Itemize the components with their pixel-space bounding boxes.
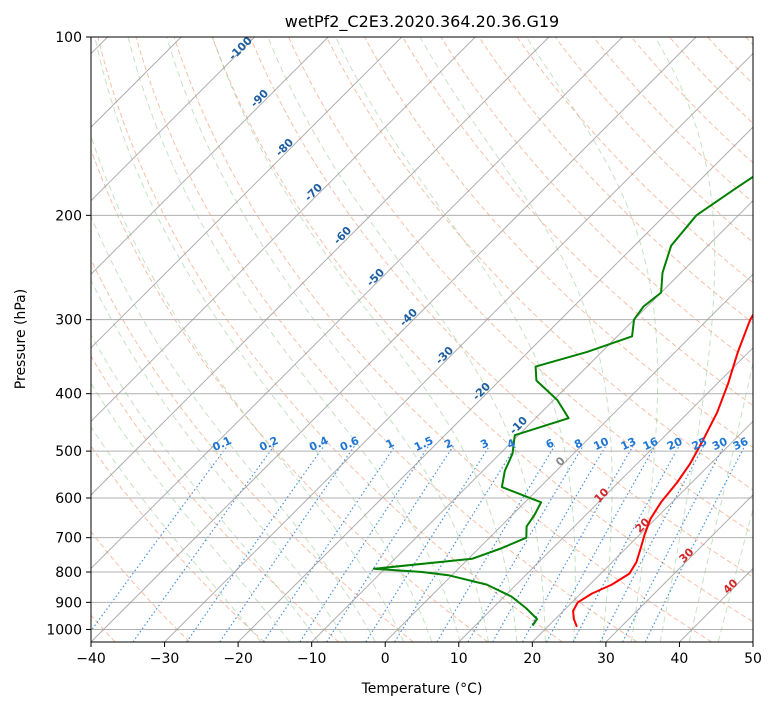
temperature-profile bbox=[572, 313, 753, 628]
moist-adiabat bbox=[212, 37, 518, 642]
moist-adiabat bbox=[91, 382, 291, 642]
dewpoint-profile bbox=[372, 175, 753, 627]
y-tick-label: 600 bbox=[55, 491, 82, 507]
dry-adiabat bbox=[97, 37, 563, 642]
x-axis: −40 −30 −20 −10 0 10 20 30 40 50 bbox=[76, 642, 762, 667]
dry-adiabat bbox=[592, 37, 753, 204]
mixing-ratio-line bbox=[262, 445, 396, 642]
moist-adiabat bbox=[166, 37, 489, 642]
x-tick-label: −40 bbox=[76, 651, 106, 667]
mixing-ratio-line bbox=[219, 445, 356, 642]
y-tick-label: 500 bbox=[55, 444, 82, 460]
y-tick-label: 900 bbox=[55, 595, 82, 611]
isotherm-line bbox=[91, 37, 256, 202]
dry-adiabat bbox=[91, 148, 489, 642]
isotherm-line bbox=[91, 37, 403, 349]
plot-frame bbox=[90, 36, 754, 643]
dry-adiabat bbox=[91, 530, 191, 642]
y-tick-label: 400 bbox=[55, 387, 82, 403]
x-axis-label: Temperature (°C) bbox=[361, 681, 483, 697]
mixing-ratio-label: 30 bbox=[710, 435, 730, 453]
mixing-ratio-line bbox=[299, 445, 430, 642]
dry-adiabat bbox=[478, 37, 753, 324]
isotherm-line bbox=[91, 37, 476, 423]
y-tick-label: 300 bbox=[55, 313, 82, 329]
isotherm-line bbox=[91, 37, 329, 275]
mixing-ratio-label: 36 bbox=[731, 435, 751, 453]
isotherm-line bbox=[605, 494, 753, 642]
dry-adiabat bbox=[173, 37, 713, 642]
mixing-ratio-line bbox=[467, 445, 584, 642]
y-tick-label: 100 bbox=[55, 30, 82, 46]
moist-adiabat bbox=[688, 360, 753, 642]
x-tick-label: −10 bbox=[297, 651, 327, 667]
dry-adiabat bbox=[91, 355, 340, 642]
dry-adiabat bbox=[630, 37, 753, 164]
dry-adiabat bbox=[211, 37, 753, 623]
dry-adiabat bbox=[91, 258, 414, 642]
moist-adiabat bbox=[91, 134, 405, 642]
isotherm-line bbox=[164, 52, 753, 642]
x-tick-label: 10 bbox=[450, 651, 468, 667]
dry-adiabat bbox=[516, 37, 753, 284]
moist-adiabat bbox=[127, 37, 461, 642]
x-tick-label: −20 bbox=[223, 651, 253, 667]
isotherm-line bbox=[531, 420, 753, 642]
x-tick-label: 40 bbox=[671, 651, 689, 667]
y-axis-label: Pressure (hPa) bbox=[13, 289, 29, 389]
mixing-ratio-line bbox=[186, 445, 325, 642]
mixing-ratio-line bbox=[132, 445, 275, 642]
mixing-ratio-line bbox=[622, 445, 725, 642]
moist-adiabat bbox=[91, 333, 319, 642]
x-tick-label: 30 bbox=[597, 651, 615, 667]
y-axis: 100 200 300 400 500 600 700 800 900 1000 bbox=[46, 30, 91, 638]
moist-adiabat bbox=[91, 426, 262, 642]
dry-adiabat bbox=[326, 37, 753, 491]
chart-title: wetPf2_C2E3.2020.364.20.36.G19 bbox=[285, 12, 559, 32]
mixing-ratio-line bbox=[644, 445, 746, 642]
x-tick-label: −30 bbox=[150, 651, 180, 667]
mixing-ratio-label: 10 bbox=[591, 435, 611, 453]
x-tick-label: 20 bbox=[523, 651, 541, 667]
isotherm-line bbox=[91, 37, 550, 496]
dry-adiabat bbox=[440, 37, 753, 365]
y-tick-label: 800 bbox=[55, 565, 82, 581]
mixing-ratio-label: 16 bbox=[641, 435, 661, 453]
isotherm-line bbox=[458, 347, 753, 642]
y-tick-label: 1000 bbox=[46, 622, 82, 638]
dry-adiabat bbox=[287, 37, 753, 534]
moist-adiabat bbox=[717, 507, 753, 642]
isotherm-line bbox=[91, 37, 697, 642]
mixing-ratio-line bbox=[365, 445, 491, 642]
plot-area: 0.1 0.2 0.4 0.6 1 1.5 2 3 4 6 8 10 13 16 20 25 30 36 -100… bbox=[91, 37, 753, 642]
moist-adiabat bbox=[94, 37, 433, 642]
moist-adiabat bbox=[91, 214, 376, 642]
isotherm-line bbox=[91, 37, 623, 570]
mixing-ratio-label: 20 bbox=[665, 435, 685, 453]
moist-adiabat bbox=[419, 37, 613, 642]
mixing-ratio-label: 25 bbox=[690, 435, 709, 453]
isotherm-line bbox=[384, 273, 753, 642]
x-tick-label: 50 bbox=[744, 651, 762, 667]
mixing-ratio-line bbox=[436, 445, 556, 642]
mixing-ratio-line bbox=[326, 445, 454, 642]
mixing-ratio-label: 13 bbox=[619, 435, 638, 453]
isotherm-line bbox=[311, 199, 753, 642]
moist-adiabat bbox=[525, 37, 659, 642]
y-tick-label: 200 bbox=[55, 208, 82, 224]
moist-adiabat bbox=[267, 37, 546, 642]
moist-adiabat bbox=[335, 37, 576, 642]
dry-adiabat bbox=[402, 37, 753, 407]
moist-adiabat bbox=[654, 37, 716, 642]
mixing-ratio-line bbox=[521, 445, 634, 642]
mixing-ratio-line bbox=[546, 445, 656, 642]
x-tick-label: 0 bbox=[381, 651, 390, 667]
isotherm-line bbox=[237, 126, 753, 642]
dry-adiabat bbox=[364, 37, 753, 449]
y-tick-label: 700 bbox=[55, 531, 82, 547]
dry-adiabat bbox=[249, 37, 753, 578]
